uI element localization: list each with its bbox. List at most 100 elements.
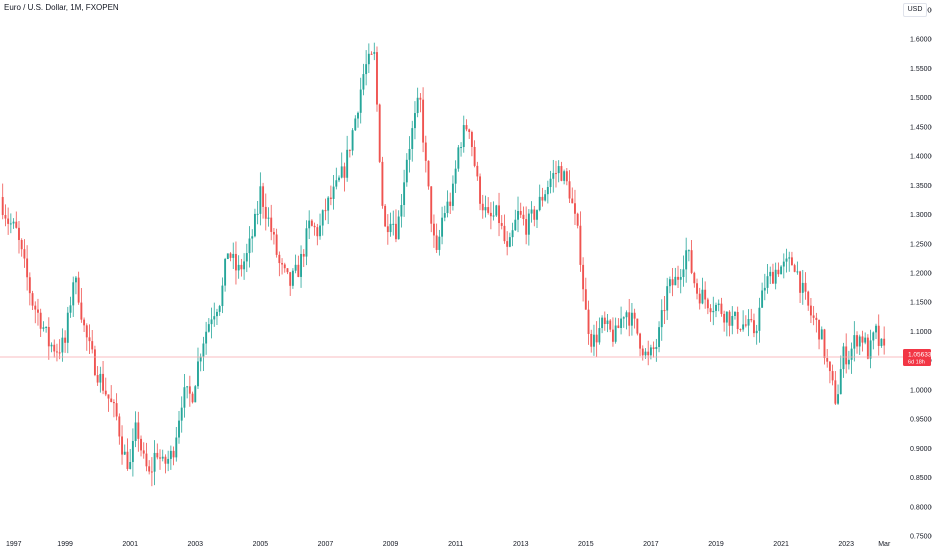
candle-body xyxy=(357,112,359,119)
candle-body xyxy=(283,264,286,269)
candle-body xyxy=(153,452,156,472)
candle-body xyxy=(666,286,669,311)
candle-body xyxy=(378,104,381,162)
price-tick-label: 1.10000 xyxy=(910,329,932,336)
candle-body xyxy=(815,317,818,320)
candle-body xyxy=(549,178,552,188)
price-tick-label: 1.15000 xyxy=(910,300,932,307)
candle-body xyxy=(150,471,153,473)
candle-body xyxy=(809,305,812,316)
currency-button[interactable]: USD xyxy=(903,3,927,17)
candle-body xyxy=(145,453,148,467)
candle-body xyxy=(731,316,734,326)
candle-body xyxy=(630,312,633,326)
candle-body xyxy=(256,213,259,215)
candle-body xyxy=(267,217,270,219)
candle-body xyxy=(253,213,256,237)
candle-body xyxy=(207,324,210,332)
candle-body xyxy=(327,197,330,211)
price-tick-label: 1.45000 xyxy=(910,124,932,131)
candle-body xyxy=(644,351,647,356)
candle-body xyxy=(329,197,332,199)
candle-body xyxy=(142,450,145,454)
candle-body xyxy=(31,293,34,306)
candle-body xyxy=(763,287,766,291)
candle-body xyxy=(489,212,492,217)
candle-body xyxy=(58,352,61,354)
candle-body xyxy=(761,290,764,308)
candle-body xyxy=(617,325,620,328)
candle-body xyxy=(66,312,69,343)
candle-body xyxy=(438,236,441,250)
candles-layer xyxy=(1,42,886,487)
candle-body xyxy=(188,386,191,394)
candle-body xyxy=(137,422,140,439)
candle-body xyxy=(169,450,172,459)
candle-body xyxy=(633,312,636,319)
candle-body xyxy=(877,325,880,346)
candle-body xyxy=(4,215,7,219)
candle-body xyxy=(235,253,237,271)
candle-body xyxy=(131,440,134,463)
price-tick-label: 1.60000 xyxy=(910,37,932,44)
candle-body xyxy=(69,305,72,313)
candle-body xyxy=(847,359,850,365)
candle-body xyxy=(56,351,58,353)
candle-body xyxy=(47,326,50,347)
candle-body xyxy=(443,213,446,218)
candle-body xyxy=(753,320,755,334)
candle-body xyxy=(880,338,883,346)
candle-body xyxy=(286,268,289,273)
candle-body xyxy=(579,225,582,265)
candle-body xyxy=(408,148,411,160)
candle-body xyxy=(61,337,64,353)
time-axis[interactable]: 1997 1999 2001 2003 2005 2007 2009 2011 2013 2015… xyxy=(6,541,891,548)
candle-body xyxy=(354,118,357,131)
candle-body xyxy=(568,181,571,199)
candle-body xyxy=(772,271,774,284)
candle-body xyxy=(668,279,671,287)
candle-body xyxy=(74,277,77,283)
time-tick-label: 2021 xyxy=(773,541,789,548)
candle-body xyxy=(687,250,690,252)
candle-body xyxy=(777,269,780,275)
candle-body xyxy=(473,146,476,166)
candle-body xyxy=(229,253,232,258)
candle-body xyxy=(15,221,18,228)
candle-body xyxy=(23,249,26,259)
candle-body xyxy=(766,276,769,288)
candle-body xyxy=(720,303,723,314)
time-tick-label: 2023 xyxy=(838,541,854,548)
candle-body xyxy=(739,329,742,331)
candle-body xyxy=(647,351,650,356)
last-price-tag: 1.05633 6d 18h xyxy=(903,348,932,366)
candle-body xyxy=(484,207,487,211)
candle-body xyxy=(793,265,796,272)
candle-body xyxy=(264,206,267,219)
time-tick-label: 2003 xyxy=(187,541,203,548)
candle-body xyxy=(574,203,576,214)
candle-body xyxy=(758,307,761,331)
candle-body xyxy=(519,210,522,215)
candle-body xyxy=(126,451,129,469)
candle-body xyxy=(701,289,704,304)
candle-body xyxy=(593,334,595,347)
candle-body xyxy=(828,361,831,372)
candle-body xyxy=(348,149,351,151)
candle-body xyxy=(77,277,80,303)
candle-body xyxy=(88,337,91,342)
candle-body xyxy=(514,219,517,231)
candle-body xyxy=(278,254,281,264)
candle-body xyxy=(842,346,845,370)
candle-body xyxy=(804,282,807,292)
time-tick-label: 2011 xyxy=(448,541,463,548)
candle-body xyxy=(812,315,815,318)
candle-body xyxy=(85,325,88,338)
candle-body xyxy=(316,227,319,237)
candle-body xyxy=(115,403,118,417)
candle-body xyxy=(628,312,631,326)
candle-body xyxy=(826,358,829,362)
